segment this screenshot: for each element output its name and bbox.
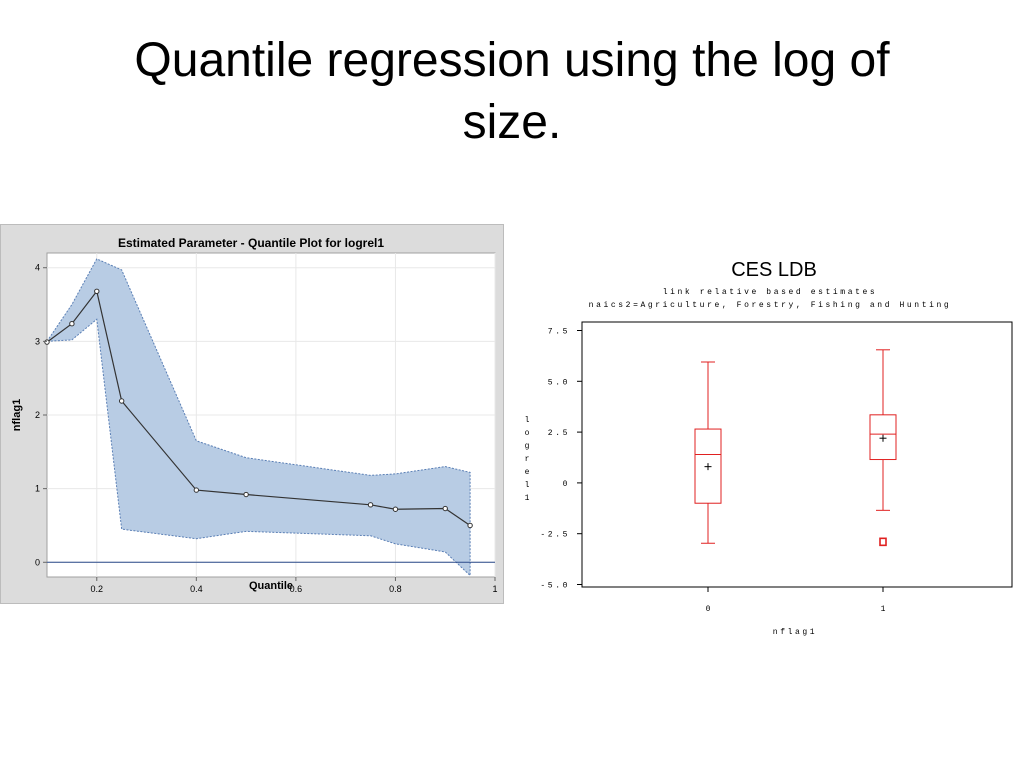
- y-tick-label: 7.5: [548, 328, 570, 337]
- outlier-point: [879, 537, 887, 547]
- y-axis-label: logrel1: [525, 416, 530, 503]
- y-axis-label-letter: o: [525, 429, 530, 438]
- x-tick-label: 0.6: [290, 584, 303, 594]
- quantile-plot: Estimated Parameter - Quantile Plot for …: [11, 236, 498, 594]
- y-tick-label: 3: [35, 336, 40, 346]
- y-axis-label-letter: g: [525, 442, 530, 451]
- box-plot-subtitle-2: naics2=Agriculture, Forestry, Fishing an…: [589, 301, 952, 310]
- y-tick-label: 0: [563, 480, 570, 489]
- x-tick-label: 0.8: [389, 584, 402, 594]
- estimate-point: [467, 522, 473, 529]
- quantile-plot-panel: Estimated Parameter - Quantile Plot for …: [0, 224, 504, 604]
- y-axis-label-letter: 1: [525, 494, 530, 503]
- boxes: [694, 349, 897, 547]
- y-tick-label: 0: [35, 557, 40, 567]
- y-axis-label-letter: l: [525, 481, 530, 490]
- y-axis-ticks: 7.5 5.0 2.5 0 -2.5 -5.0: [540, 328, 582, 591]
- estimate-points: [44, 288, 473, 529]
- estimate-point: [118, 398, 125, 404]
- estimate-point: [69, 320, 75, 327]
- estimate-point: [44, 339, 50, 345]
- slide-title: Quantile regression using the log of siz…: [0, 30, 1024, 154]
- estimate-point: [442, 505, 448, 512]
- x-tick-label: 0: [706, 605, 711, 614]
- box-group-1: [869, 349, 897, 547]
- estimate-point: [94, 288, 100, 294]
- y-tick-label: 2.5: [548, 429, 570, 438]
- box-plot-area: [581, 321, 1013, 588]
- y-tick-label: -2.5: [540, 531, 570, 540]
- estimate-point: [193, 487, 200, 493]
- box-group-0: [694, 361, 722, 544]
- estimate-point: [392, 506, 399, 512]
- x-axis-label: nflag1: [773, 628, 817, 637]
- x-tick-label: 1: [881, 605, 886, 614]
- y-axis-label-letter: l: [525, 416, 530, 425]
- y-tick-label: 2: [35, 410, 40, 420]
- y-axis-ticks: 0 1 2 3 4: [35, 263, 47, 567]
- x-axis-label: Quantile: [249, 580, 293, 592]
- y-tick-label: 4: [35, 263, 40, 273]
- box-plot-title: CES LDB: [731, 259, 817, 281]
- y-tick-label: 5.0: [548, 378, 570, 387]
- y-tick-label: 1: [35, 484, 40, 494]
- estimate-point: [243, 491, 249, 498]
- x-tick-label: 0.2: [91, 584, 104, 594]
- x-tick-label: 0.4: [190, 584, 203, 594]
- slide-title-line1: Quantile regression using the log of: [134, 34, 890, 87]
- estimate-point: [367, 502, 374, 508]
- quantile-plot-title: Estimated Parameter - Quantile Plot for …: [118, 236, 384, 250]
- slide-title-line2: size.: [462, 96, 562, 149]
- box-plot-subtitle-1: link relative based estimates: [663, 288, 878, 297]
- estimate-line: [46, 289, 471, 526]
- box-plot: CES LDB link relative based estimates na…: [525, 259, 1013, 637]
- x-tick-label: 1: [492, 584, 497, 594]
- y-axis-label: nflag1: [11, 399, 23, 431]
- y-axis-label-letter: r: [525, 455, 530, 464]
- y-axis-label-letter: e: [525, 468, 530, 477]
- y-tick-label: -5.0: [540, 582, 570, 591]
- x-axis-ticks: 0.2 0.4 0.6 0.8 1: [91, 577, 498, 594]
